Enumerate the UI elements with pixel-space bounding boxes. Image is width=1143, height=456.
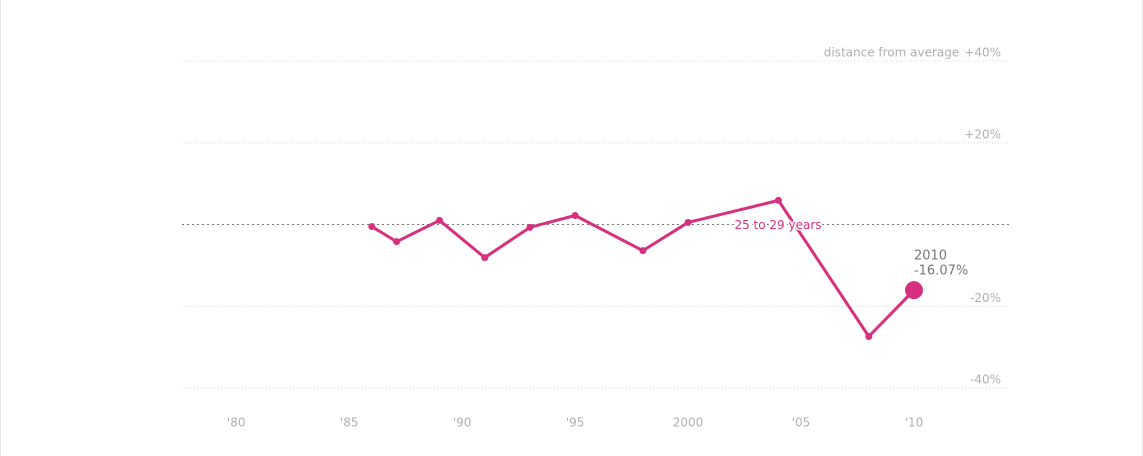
axis-annotation: distance from average [824, 46, 960, 60]
point [774, 196, 782, 204]
x-tick-label: '95 [566, 416, 585, 430]
point [571, 212, 579, 220]
callout-value: -16.07% [914, 264, 968, 279]
point [481, 254, 489, 262]
point [865, 332, 873, 340]
point [639, 247, 647, 255]
y-tick-label: +20% [964, 127, 1001, 141]
x-tick-label: '85 [340, 416, 359, 430]
series-label: 25 to 29 years [734, 218, 821, 232]
x-tick-label: '90 [453, 416, 472, 430]
point [393, 238, 401, 246]
highlight-point [904, 281, 923, 300]
x-tick-label: '05 [792, 416, 811, 430]
y-tick-label: +40% [964, 46, 1001, 60]
x-tick-label: '10 [905, 416, 924, 430]
point [368, 223, 376, 231]
y-tick-label: -40% [970, 373, 1001, 387]
y-tick-label: -20% [970, 291, 1001, 305]
series-line [370, 198, 916, 338]
point [526, 223, 534, 231]
point [684, 218, 692, 226]
point [436, 216, 444, 224]
x-tick-label: 2000 [673, 416, 704, 430]
callout-year: 2010 [914, 249, 947, 264]
x-tick-label: '80 [227, 416, 246, 430]
